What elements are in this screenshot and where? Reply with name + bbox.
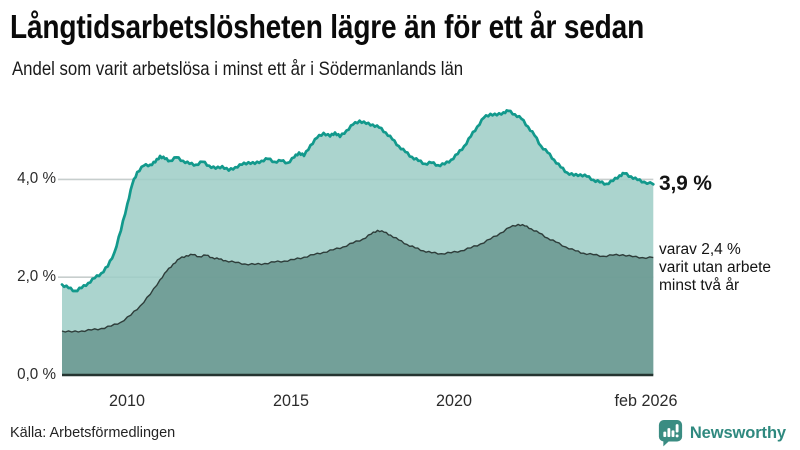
series-line-total: [60, 109, 655, 293]
annotation-subset: varav 2,4 % varit utan arbete minst två …: [659, 241, 771, 295]
brand-lockup: Newsworthy: [658, 419, 786, 447]
brand-name: Newsworthy: [689, 423, 786, 442]
x-tick-label: 2015: [272, 391, 309, 410]
page-title: Långtidsarbetslösheten lägre än för ett …: [10, 8, 645, 45]
y-tick-label: 0,0 %: [17, 366, 56, 383]
y-tick-label: 4,0 %: [17, 170, 56, 188]
annotation-total-value: 3,9 %: [659, 172, 712, 195]
series-line-two-years: [61, 223, 654, 333]
x-tick-label: feb 2026: [614, 391, 678, 410]
newsworthy-logo-icon: [658, 419, 683, 447]
series-area-two-years: [62, 224, 654, 375]
annotation-subset-line: minst två år: [659, 277, 740, 294]
y-tick-label: 2,0 %: [17, 268, 56, 286]
x-tick-label: 2010: [109, 391, 146, 410]
annotation-subset-line: varav 2,4 %: [659, 241, 741, 258]
x-tick-label: 2020: [436, 391, 473, 410]
chart-subtitle: Andel som varit arbetslösa i minst ett å…: [12, 58, 464, 80]
source-note: Källa: Arbetsförmedlingen: [10, 425, 176, 441]
annotation-subset-line: varit utan arbete: [659, 259, 772, 276]
